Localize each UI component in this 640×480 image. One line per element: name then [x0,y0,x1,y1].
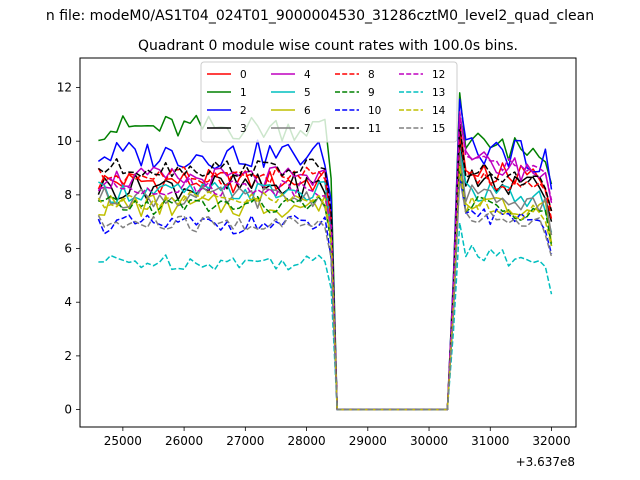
legend-label-0: 0 [240,69,247,81]
series-line-3 [97,136,553,411]
series-line-14 [97,164,553,411]
x-tick-label: 26000 [165,434,203,448]
legend-label-15: 15 [432,123,445,135]
y-tick-label: 8 [64,188,72,202]
series-line-12 [97,111,553,411]
legend-box [200,61,458,143]
legend-label-14: 14 [432,105,446,117]
y-tick-label: 6 [64,242,72,256]
legend-label-7: 7 [304,123,311,135]
series-line-9 [98,164,553,411]
y-axis: 0 2 4 6 8 10 12 [57,81,80,417]
x-tick-label: 27000 [226,434,264,448]
series-line-10 [97,174,553,411]
legend-label-4: 4 [304,69,311,81]
x-tick-label: 31000 [471,434,509,448]
legend-label-12: 12 [432,69,445,81]
y-tick-label: 4 [64,295,72,309]
series-line-11 [97,123,553,411]
y-tick-label: 0 [64,403,72,417]
legend-label-2: 2 [240,105,247,117]
series-line-15 [97,177,553,411]
x-tick-label: 25000 [104,434,142,448]
x-offset-label: +3.637e8 [516,455,575,469]
x-tick-label: 30000 [410,434,448,448]
legend-label-1: 1 [240,87,247,99]
y-tick-label: 2 [64,349,72,363]
legend-label-8: 8 [368,69,375,81]
x-axis: 25000 26000 27000 28000 29000 30000 31000 32000 [104,427,571,448]
chart-title: Quadrant 0 module wise count rates with … [138,38,518,54]
legend-label-10: 10 [368,105,381,117]
series-line-13 [98,221,553,411]
chart-suptitle: n file: modeM0/AS1T04_024T01_9000004530_… [46,8,594,24]
legend-label-13: 13 [432,87,445,99]
legend-label-11: 11 [368,123,381,135]
x-tick-label: 32000 [532,434,570,448]
series-line-2 [97,98,553,411]
series-line-8 [97,133,553,411]
y-tick-label: 10 [57,134,72,148]
legend-label-5: 5 [304,87,311,99]
x-tick-label: 28000 [287,434,325,448]
plot-frame [79,57,577,428]
legend-label-9: 9 [368,87,375,99]
legend-label-3: 3 [240,123,247,135]
x-tick-label: 29000 [349,434,387,448]
legend-label-6: 6 [304,105,311,117]
y-tick-label: 12 [57,81,72,95]
